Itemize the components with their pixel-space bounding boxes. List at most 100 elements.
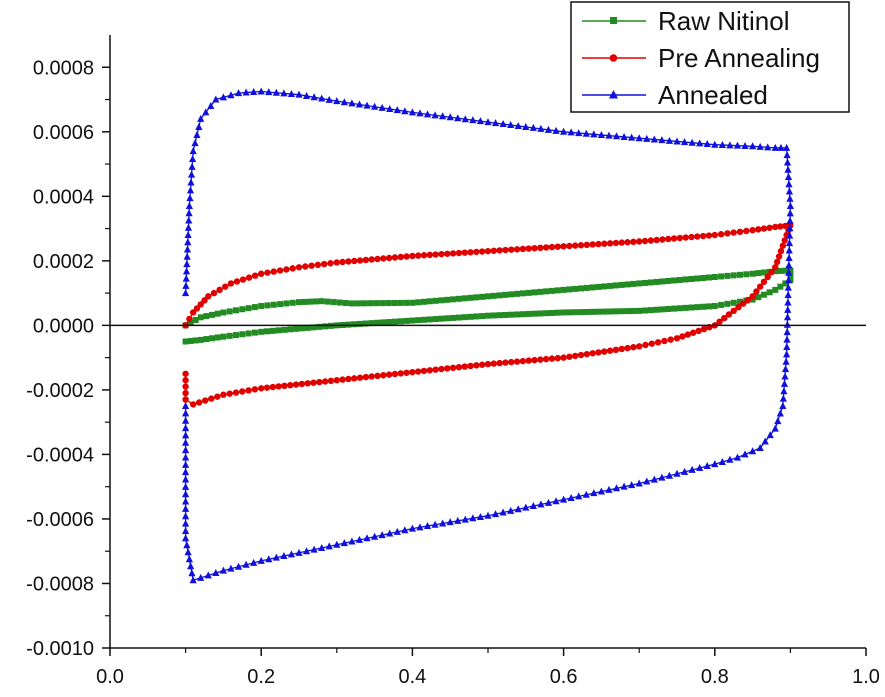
data-point [378, 531, 386, 539]
data-point [730, 229, 737, 236]
data-point [641, 237, 649, 245]
data-point [439, 112, 447, 120]
data-point [705, 232, 713, 239]
data-point [601, 283, 608, 290]
data-point [718, 141, 726, 149]
data-point [203, 313, 210, 320]
data-point [185, 216, 193, 224]
data-point [182, 274, 190, 282]
data-point [768, 268, 775, 276]
data-point [197, 336, 204, 343]
data-point [195, 122, 203, 130]
data-point [601, 240, 608, 247]
data-point [643, 477, 651, 485]
data-point [749, 226, 756, 234]
data-point [605, 485, 613, 493]
data-point [749, 293, 756, 300]
data-point [755, 270, 762, 277]
data-point [182, 431, 190, 439]
y-tick-label: 0.0000 [33, 315, 94, 337]
data-point [575, 129, 583, 137]
data-point [318, 94, 326, 102]
data-point [766, 289, 773, 296]
data-point [401, 107, 409, 115]
data-point [182, 526, 190, 534]
x-tick-label: 1.0 [852, 666, 880, 688]
data-point [351, 257, 358, 265]
data-point [432, 297, 439, 304]
data-point [258, 303, 265, 310]
data-point [514, 121, 522, 129]
data-point [766, 224, 773, 231]
data-point [184, 231, 192, 239]
data-point [783, 313, 792, 321]
data-point [188, 569, 196, 577]
data-point [408, 524, 416, 532]
data-point [525, 289, 532, 296]
data-point [287, 90, 296, 98]
data-point [182, 512, 190, 520]
data-point [696, 139, 704, 147]
data-point [473, 294, 480, 301]
data-point [313, 298, 320, 305]
series-line [184, 90, 792, 582]
data-point [624, 344, 631, 352]
data-point [182, 370, 189, 377]
data-point [450, 314, 457, 321]
axes-layer: 0.0 0.2 0.4 0.6 0.8 1.0 0.0008 0.0006 0.0004 0.00… [26, 35, 880, 688]
data-point [496, 247, 503, 254]
data-point [461, 515, 469, 523]
data-point [182, 424, 190, 432]
data-point [688, 138, 696, 146]
data-point [782, 357, 790, 365]
data-point [287, 550, 296, 558]
data-point [572, 242, 579, 249]
data-point [361, 300, 368, 307]
data-point [786, 216, 794, 224]
data-point [542, 355, 550, 363]
data-point [269, 327, 276, 334]
data-point [785, 187, 794, 195]
data-point [726, 141, 734, 149]
data-point [648, 340, 655, 347]
data-point [220, 333, 227, 340]
data-point [484, 360, 492, 368]
data-point [386, 529, 394, 537]
data-point [785, 239, 794, 247]
data-point [444, 365, 451, 372]
data-point [484, 511, 492, 519]
data-point [182, 446, 190, 454]
data-point [783, 335, 791, 343]
data-point [772, 264, 779, 271]
data-point [577, 351, 585, 359]
y-tick-label: 0.0006 [33, 122, 94, 144]
data-point [287, 326, 294, 333]
data-point [605, 131, 613, 139]
data-point [461, 314, 468, 321]
data-point [226, 332, 233, 339]
data-point [368, 256, 375, 263]
data-point [183, 260, 191, 268]
data-point [204, 571, 212, 579]
data-point [782, 280, 789, 287]
data-point [606, 347, 614, 354]
data-point [643, 134, 651, 142]
data-point [314, 261, 322, 269]
data-point [566, 286, 573, 293]
data-point [348, 99, 356, 107]
data-point [737, 271, 743, 278]
data-point [779, 402, 787, 410]
data-point [280, 89, 288, 97]
data-point [234, 89, 243, 97]
data-point [783, 328, 791, 336]
data-point [182, 519, 190, 527]
data-point [743, 227, 750, 235]
data-point [277, 301, 284, 308]
data-point [403, 299, 410, 306]
legend: Raw Nitinol Pre Annealing Annealed [570, 1, 850, 113]
data-point [490, 360, 498, 367]
data-point [642, 279, 649, 286]
data-point [207, 101, 215, 109]
data-point [760, 269, 767, 276]
data-point [192, 316, 199, 323]
